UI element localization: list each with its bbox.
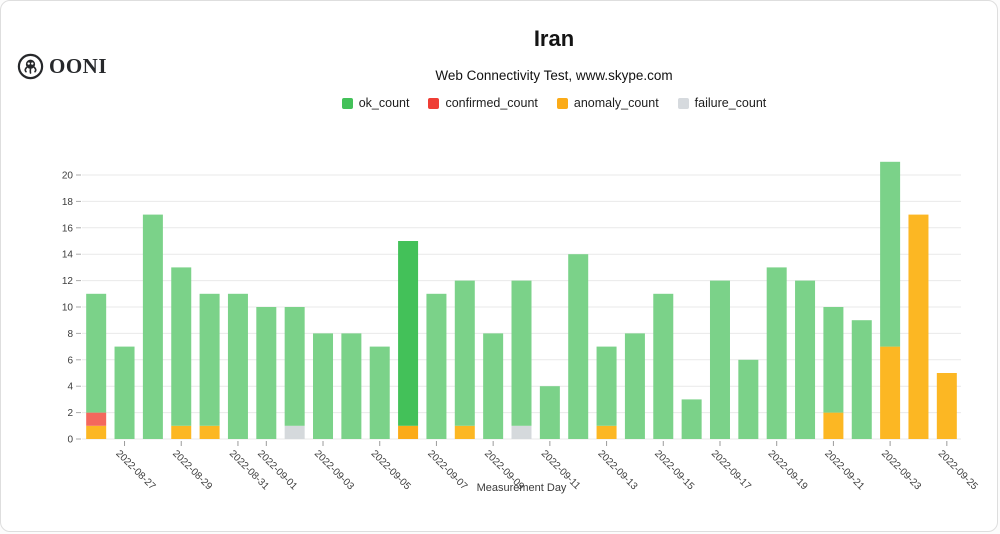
bar-segment-anomaly_count-2022-09-24 [908, 214, 929, 439]
bar-segment-ok_count-2022-09-17 [709, 280, 730, 439]
y-axis-label: 4 [67, 382, 73, 393]
chart-subtitle: Web Connectivity Test, www.skype.com [435, 68, 673, 84]
bar-segment-ok_count-2022-08-27 [114, 346, 135, 439]
bar-segment-ok_count-2022-09-18 [738, 359, 759, 439]
y-axis-label: 8 [67, 329, 73, 340]
ooni-logo-text: OONI [49, 54, 108, 78]
y-axis-label: 16 [62, 223, 74, 234]
legend-label: failure_count [694, 96, 767, 111]
bar-segment-ok_count-2022-09-03 [313, 333, 334, 439]
bar-segment-anomaly_count-2022-09-08 [454, 425, 475, 439]
x-axis-label: 2022-09-03 [312, 448, 356, 492]
legend-item-anomaly_count[interactable]: anomaly_count [556, 96, 659, 111]
legend-color-swatch [677, 97, 689, 109]
bar-segment-ok_count-2022-09-20 [795, 280, 816, 439]
chart-title: Iran [533, 26, 575, 51]
bar-segment-ok_count-2022-09-08 [454, 280, 475, 426]
bar-segment-anomaly_count-2022-08-29 [171, 425, 192, 439]
bar-segment-anomaly_count-2022-09-23 [880, 346, 901, 439]
bar-segment-ok_count-2022-08-28 [142, 214, 163, 439]
bar-segment-ok_count-2022-09-22 [851, 320, 872, 439]
x-axis-label: 2022-08-27 [113, 448, 157, 492]
y-axis-label: 20 [62, 171, 74, 182]
ooni-octopus-icon [17, 53, 44, 80]
legend-label: anomaly_count [573, 96, 659, 111]
y-axis-label: 18 [62, 197, 74, 208]
bar-segment-ok_count-2022-08-29 [171, 267, 192, 426]
x-axis-label: 2022-09-13 [595, 448, 639, 492]
bar-segment-ok_count-2022-09-07 [426, 293, 447, 439]
bar-segment-failure_count-2022-09-02 [284, 425, 305, 439]
x-axis-label: 2022-09-07 [425, 448, 469, 492]
x-axis-label: 2022-09-15 [652, 448, 696, 492]
bar-segment-anomaly_count-2022-09-06 [398, 425, 419, 439]
bar-segment-anomaly_count-2022-08-26 [86, 425, 107, 439]
x-axis-label: 2022-09-25 [936, 448, 980, 492]
legend-label: confirmed_count [445, 96, 538, 111]
y-axis-label: 2 [67, 408, 73, 419]
bar-segment-ok_count-2022-09-01 [256, 307, 277, 439]
bar-segment-ok_count-2022-09-09 [483, 333, 504, 439]
bar-segment-anomaly_count-2022-09-21 [823, 412, 844, 439]
bar-segment-ok_count-2022-09-04 [341, 333, 362, 439]
bar-segment-ok_count-2022-09-11 [539, 386, 560, 439]
ooni-logo: OONI [17, 53, 107, 80]
bar-segment-ok_count-2022-09-15 [653, 293, 674, 439]
legend-item-failure_count[interactable]: failure_count [677, 96, 767, 111]
bar-segment-ok_count-2022-09-23 [880, 161, 901, 347]
y-axis-label: 12 [62, 276, 74, 287]
x-axis-label: 2022-09-23 [879, 448, 923, 492]
legend-item-ok_count[interactable]: ok_count [341, 96, 410, 111]
x-axis-label: 2022-09-17 [709, 448, 753, 492]
legend-label: ok_count [358, 96, 410, 111]
bar-segment-ok_count-2022-09-14 [624, 333, 645, 439]
bar-segment-anomaly_count-2022-09-13 [596, 425, 617, 439]
legend-color-swatch [341, 97, 353, 109]
bar-chart: 0 2 4 6 8 10 12 14 16 18 20 2022-08-27 2022-08-29 202… [62, 161, 980, 494]
legend-color-swatch [556, 97, 568, 109]
x-axis-label: 2022-09-19 [766, 448, 810, 492]
bar-segment-ok_count-2022-09-19 [766, 267, 787, 439]
x-axis-label: 2022-09-21 [822, 448, 866, 492]
y-axis-label: 6 [67, 355, 73, 366]
x-axis-label: 2022-09-05 [369, 448, 413, 492]
bar-segment-confirmed_count-2022-08-26 [86, 412, 107, 426]
y-axis-label: 10 [62, 303, 74, 314]
bar-segment-ok_count-2022-09-05 [369, 346, 390, 439]
bar-segment-ok_count-2022-09-02 [284, 307, 305, 426]
x-axis-label: 2022-08-29 [170, 448, 214, 492]
chart-legend: ok_count confirmed_count anomaly_count fail… [113, 96, 995, 110]
bar-segment-ok_count-2022-09-12 [568, 254, 589, 439]
bar-segment-ok_count-2022-08-31 [227, 293, 248, 439]
bar-segment-ok_count-2022-09-13 [596, 346, 617, 426]
legend-item-confirmed_count[interactable]: confirmed_count [428, 96, 538, 111]
bar-segment-ok_count-2022-09-06 [398, 241, 419, 426]
y-axis-label: 0 [67, 435, 73, 446]
bar-segment-ok_count-2022-08-30 [199, 293, 220, 426]
bar-segment-ok_count-2022-08-26 [86, 293, 107, 413]
bar-segment-ok_count-2022-09-21 [823, 307, 844, 413]
bar-segment-ok_count-2022-09-10 [511, 280, 532, 426]
bar-segment-anomaly_count-2022-09-25 [936, 373, 957, 439]
bar-segment-anomaly_count-2022-08-30 [199, 425, 220, 439]
chart-header: Iran Web Connectivity Test, www.skype.co… [113, 26, 995, 110]
x-axis-title: Measurement Day [477, 482, 567, 494]
bar-segment-ok_count-2022-09-16 [681, 399, 702, 439]
y-axis-label: 14 [62, 250, 74, 261]
bar-segment-failure_count-2022-09-10 [511, 425, 532, 439]
legend-color-swatch [428, 97, 440, 109]
